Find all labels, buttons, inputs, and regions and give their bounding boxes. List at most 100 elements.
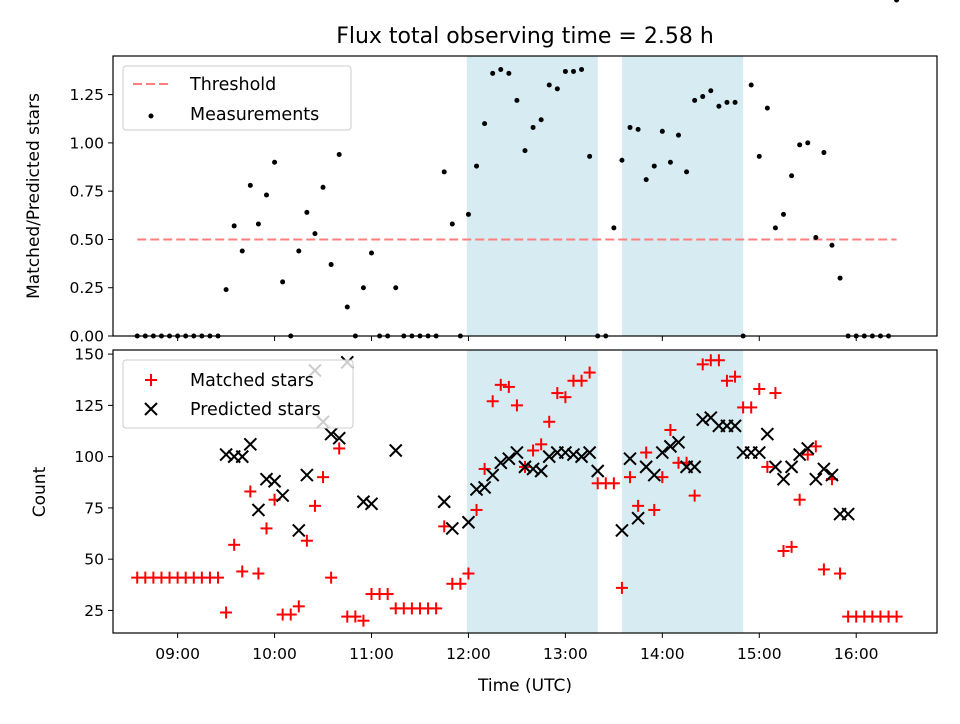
measurement-point: [239, 248, 245, 254]
predicted-star-point: [243, 437, 258, 452]
predicted-star-point: [477, 480, 492, 495]
bottom-x-ticks: 09:00 10:00 11:00 12:00 13:00 14:00 15:00 16:00: [155, 633, 879, 663]
bottom-axes-frame: [112, 349, 938, 634]
matched-star-point: [325, 571, 338, 584]
top-legend: Threshold Measurements: [122, 65, 352, 131]
predicted-star-point: [728, 419, 742, 433]
predicted-star-point: [760, 427, 775, 441]
bottom-y-tick-label: 75: [84, 499, 104, 517]
predicted-star-point: [801, 441, 815, 456]
matched-star-point: [648, 503, 661, 516]
top-x-ticks: [177, 336, 857, 341]
predicted-star-point: [534, 464, 548, 478]
measurement-point: [732, 99, 738, 105]
matched-star-point: [793, 493, 806, 506]
matched-star-point: [834, 567, 847, 580]
measurement-point: [764, 105, 770, 111]
measurement-point: [821, 150, 827, 156]
bottom-y-tick-label: 125: [74, 397, 104, 415]
bottom-x-tick-label: 13:00: [543, 645, 588, 663]
predicted-star-point: [574, 449, 589, 464]
predicted-star-point: [809, 472, 823, 486]
predicted-star-point: [687, 460, 702, 474]
measurement-point: [393, 285, 399, 291]
matched-star-point: [284, 608, 297, 621]
x-axis-label: Time (UTC): [477, 676, 572, 696]
predicted-star-point: [445, 521, 460, 536]
measurement-point: [635, 126, 641, 132]
bottom-y-tick-label: 25: [84, 602, 104, 620]
bottom-legend-box: [122, 359, 354, 429]
bottom-x-tick-label: 12:00: [446, 645, 491, 663]
matched-star-point: [478, 462, 491, 475]
measurement-point: [498, 67, 504, 73]
matched-star-point: [817, 563, 830, 576]
matched-star-point: [664, 423, 677, 436]
measurement-point: [772, 225, 778, 231]
measurement-point: [797, 142, 803, 148]
measurement-point: [263, 192, 269, 198]
top-axes-frame: [112, 55, 938, 337]
measurement-point: [716, 103, 722, 109]
bottom-x-tick-label: 14:00: [640, 645, 685, 663]
matched-star-point: [308, 499, 321, 512]
matched-star-point: [220, 606, 233, 619]
measurement-point: [255, 221, 261, 227]
matched-star-point: [462, 567, 475, 580]
measurement-point: [837, 275, 843, 281]
measurement-point: [296, 248, 302, 254]
predicted-star-point: [259, 472, 274, 486]
predicted-star-point: [219, 447, 233, 462]
measurement-point: [667, 159, 673, 165]
legend-matched-label: Matched stars: [190, 371, 314, 391]
measurement-point: [813, 235, 819, 241]
measurement-point: [336, 151, 342, 157]
predicted-star-point: [485, 468, 500, 482]
measurement-point: [441, 169, 447, 175]
matched-star-point: [535, 438, 548, 451]
measurement-point: [643, 177, 649, 183]
chart-title: Flux total observing time = 2.58 h: [336, 24, 714, 49]
predicted-star-point: [696, 413, 710, 427]
predicted-star-point: [566, 447, 581, 462]
measurement-point: [465, 211, 471, 217]
top-y-axis-label: Matched/Predicted stars: [24, 93, 44, 299]
bottom-x-tick-label: 09:00: [155, 645, 200, 663]
legend-measurements-swatch: [148, 113, 154, 119]
measurement-point: [490, 70, 496, 76]
measurement-point: [619, 157, 625, 163]
top-shaded-span: [621, 56, 744, 336]
matched-star-point: [454, 577, 467, 590]
measurement-point: [562, 68, 568, 74]
predicted-star-point: [300, 468, 314, 482]
predicted-star-point: [647, 468, 661, 482]
measurement-point: [474, 163, 480, 169]
matched-star-point: [438, 520, 451, 533]
measurement-point: [320, 184, 326, 190]
predicted-star-point: [623, 451, 637, 466]
predicted-star-point: [817, 462, 831, 476]
measurement-point: [530, 124, 536, 130]
predicted-stars-points: [219, 355, 855, 538]
matched-star-point: [333, 442, 346, 455]
measurement-point: [522, 148, 528, 154]
predicted-star-point: [615, 523, 629, 538]
measurement-point: [748, 82, 754, 88]
measurement-point: [360, 285, 366, 291]
measurement-point: [272, 159, 278, 165]
matched-star-point: [696, 358, 709, 371]
bottom-y-tick-label: 100: [74, 448, 104, 466]
measurement-point: [708, 88, 714, 94]
bottom-x-tick-label: 10:00: [252, 645, 297, 663]
measurement-point: [805, 140, 811, 146]
measurement-point: [692, 97, 698, 103]
matched-star-point: [510, 399, 523, 412]
measurement-point: [482, 121, 488, 127]
bottom-x-tick-label: 15:00: [737, 645, 782, 663]
measurement-point: [506, 70, 512, 76]
measurement-point: [675, 132, 681, 138]
predicted-star-point: [469, 482, 484, 497]
legend-predicted-label: Predicted stars: [190, 400, 321, 420]
matched-star-point: [624, 471, 637, 484]
bottom-shaded-span: [466, 350, 598, 633]
